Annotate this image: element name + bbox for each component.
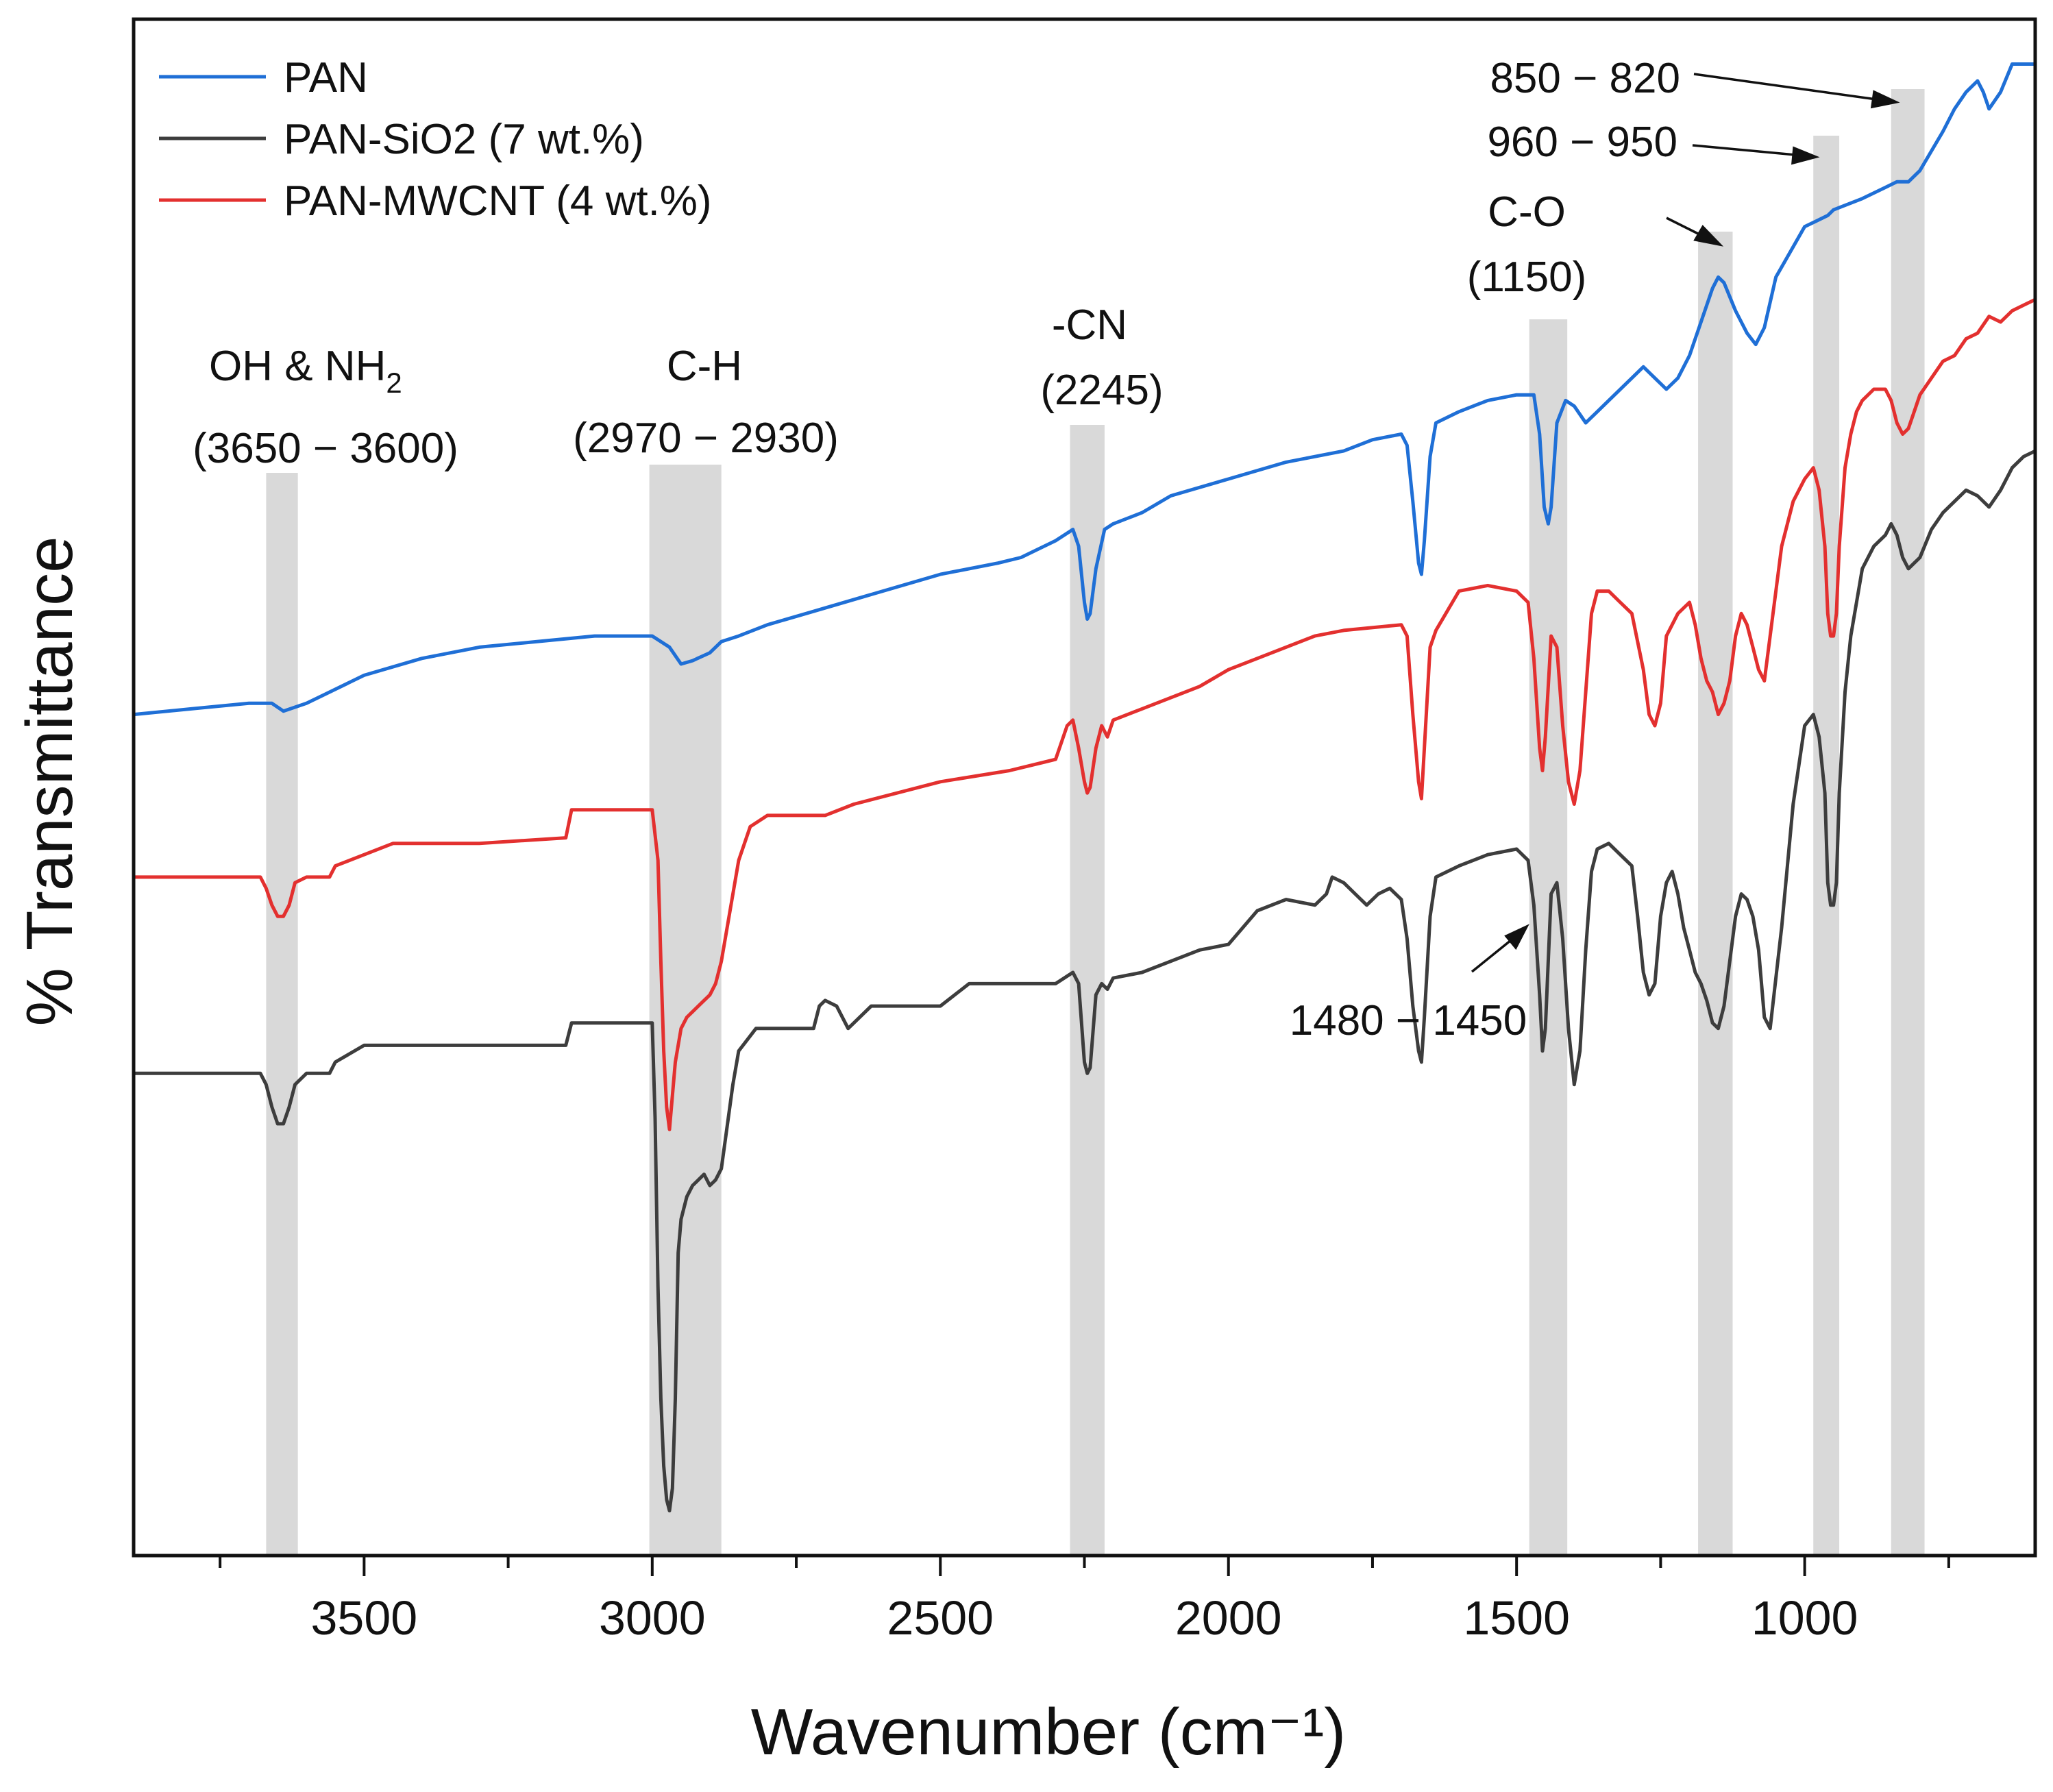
x-axis-ticks: 3500 3000 2500 2000 1500 1000 (219, 1556, 1950, 1645)
legend-label-pan: PAN (284, 54, 368, 101)
series-line-pan-mwcnt-4-wt (134, 297, 2037, 1131)
band-co (1698, 232, 1733, 1556)
x-axis-title-text: Wavenumber (cm⁻¹) (751, 1695, 1347, 1769)
arrowhead-1480-1450 (1504, 924, 1529, 950)
series-lines (133, 62, 2037, 1512)
band-label-oh-nh2: OH & NH2 (209, 343, 402, 399)
band-label-co: C-O (1488, 188, 1566, 236)
arrowhead-850-820 (1870, 90, 1900, 109)
band-range-oh-nh2: (3650 − 3600) (193, 425, 458, 472)
band-label-850-820: 850 − 820 (1490, 55, 1680, 102)
x-tick-label-3000: 3000 (599, 1591, 706, 1645)
legend-label-pan-sio2: PAN-SiO2 (7 wt.%) (284, 116, 644, 163)
band-label-1480-1450: 1480 − 1450 (1290, 997, 1527, 1044)
series-line-pan (133, 62, 2035, 717)
legend: PAN PAN-SiO2 (7 wt.%) PAN-MWCNT (4 wt.%) (159, 54, 712, 225)
band-range-ch: (2970 − 2930) (573, 415, 839, 462)
band-label-ch: C-H (667, 343, 742, 390)
arrow-850-820 (1693, 73, 1877, 101)
x-axis-title: Wavenumber (cm⁻¹) (751, 1695, 1347, 1769)
band-label-960-950: 960 − 950 (1487, 119, 1677, 166)
x-tick-label-3500: 3500 (310, 1591, 417, 1645)
x-tick-label-1000: 1000 (1751, 1591, 1858, 1645)
band-label-cn: -CN (1052, 302, 1127, 349)
x-tick-label-2500: 2500 (887, 1591, 994, 1645)
band-annotations: OH & NH2 (3650 − 3600) C-H (2970 − 2930)… (193, 55, 1900, 1044)
band-range-co: (1150) (1467, 254, 1587, 301)
x-tick-label-2000: 2000 (1175, 1591, 1282, 1645)
series-line-pan-sio2-7-wt (134, 449, 2037, 1512)
annotation-arrows (1471, 73, 1900, 973)
arrow-1480-1450 (1471, 939, 1512, 973)
band-range-cn: (2245) (1040, 367, 1163, 414)
arrowhead-co (1693, 225, 1724, 247)
legend-label-pan-mwcnt: PAN-MWCNT (4 wt.%) (284, 177, 712, 225)
band-b835 (1891, 89, 1925, 1556)
band-oh-nh2 (266, 473, 298, 1556)
arrowhead-960-950 (1791, 146, 1820, 165)
y-axis-title: % Transmittance (13, 537, 86, 1027)
x-tick-label-1500: 1500 (1463, 1591, 1570, 1645)
arrow-960-950 (1692, 144, 1796, 156)
